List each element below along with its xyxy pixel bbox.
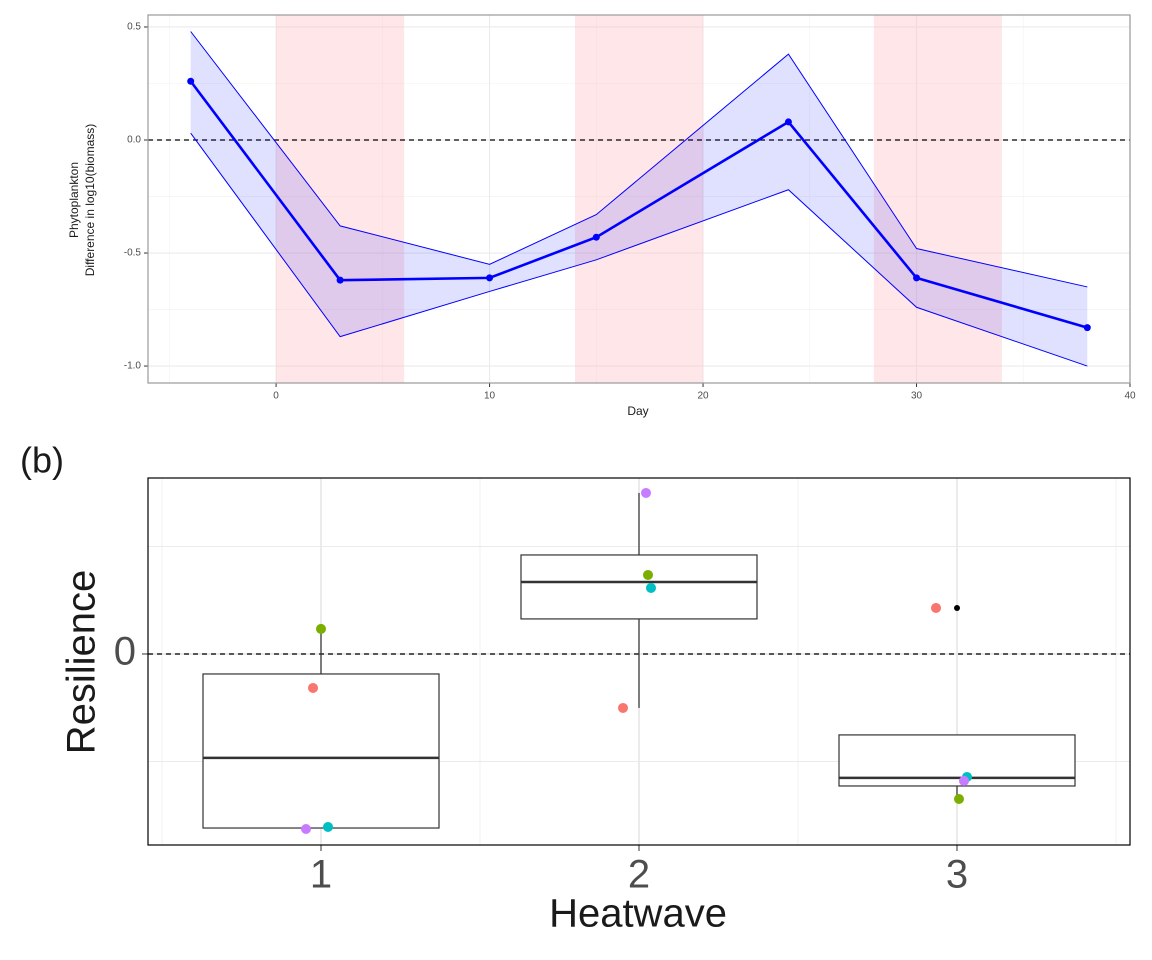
x-tick-label: 2 [628, 853, 650, 897]
y-tick-label: 0.0 [127, 135, 141, 146]
outlier [954, 604, 960, 611]
point [486, 274, 494, 282]
point [323, 821, 333, 832]
y-tick-label: 0.5 [127, 22, 141, 33]
point [913, 274, 921, 282]
heatwave-shade [574, 15, 704, 383]
point [187, 77, 195, 85]
x-tick-label: 3 [946, 853, 968, 897]
x-tick-label: 40 [1124, 391, 1136, 402]
y-tick-label: -0.5 [124, 248, 142, 259]
point [301, 823, 311, 834]
point [1083, 324, 1091, 332]
ribbon-edge [190, 31, 1088, 288]
x-tick-label: 30 [911, 391, 923, 402]
x-axis-title: Day [627, 404, 648, 418]
point [954, 793, 964, 804]
x-tick-label: 10 [484, 391, 496, 402]
x-tick-label: 0 [273, 391, 279, 402]
panel-border [147, 14, 1131, 384]
point [784, 118, 792, 126]
panel-border [147, 477, 1131, 846]
y-axis-title: Phytoplankton [67, 162, 81, 238]
y-tick-label: 0 [114, 630, 136, 674]
x-tick-label: 20 [697, 391, 709, 402]
point [618, 702, 628, 713]
ribbon-edge [190, 132, 1088, 367]
box [202, 673, 440, 829]
point [336, 276, 344, 284]
point [931, 602, 941, 613]
point [316, 623, 326, 634]
panel-label: (b) [20, 440, 64, 481]
heatwave-shade [873, 15, 1002, 383]
y-axis-title: Resilience [60, 570, 104, 755]
y-axis-title: Difference in log10(biomass) [83, 124, 97, 277]
point [643, 569, 653, 580]
y-tick-label: -1.0 [124, 361, 142, 372]
heatwave-shade [276, 15, 405, 383]
box [520, 554, 758, 620]
point [959, 775, 969, 786]
point [592, 233, 600, 241]
point [646, 582, 656, 593]
ribbon [190, 31, 1088, 367]
x-tick-label: 1 [310, 853, 332, 897]
x-axis-title: Heatwave [549, 892, 727, 936]
point [308, 682, 318, 693]
panel [148, 15, 1130, 383]
point [641, 487, 651, 498]
